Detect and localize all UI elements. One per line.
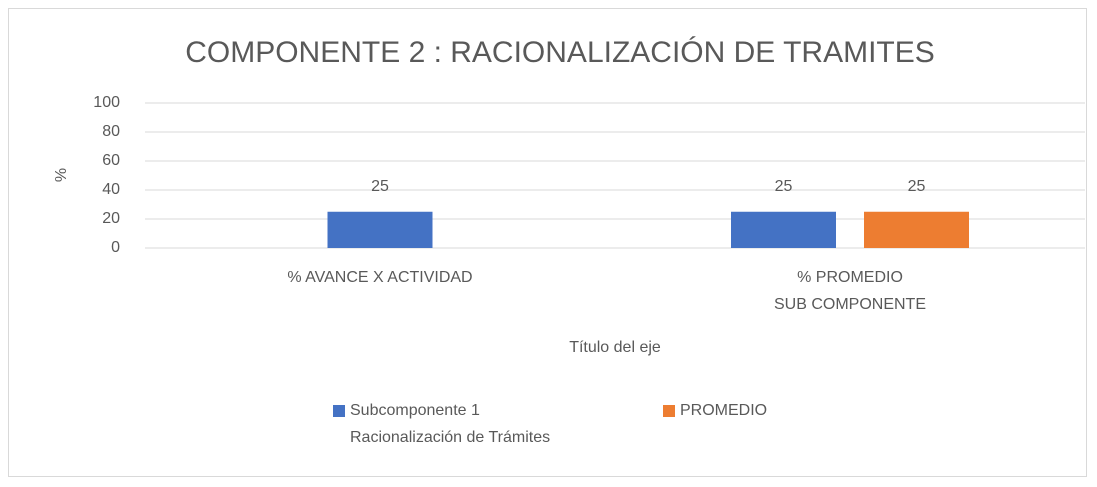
y-tick-label: 60 xyxy=(102,152,120,169)
y-tick-label: 80 xyxy=(102,123,120,140)
data-label: 25 xyxy=(371,178,389,195)
y-tick-label: 20 xyxy=(102,210,120,227)
y-tick-label: 0 xyxy=(111,239,120,256)
data-label: 25 xyxy=(908,178,926,195)
legend-label: Subcomponente 1 Racionalización de Trámi… xyxy=(350,402,551,446)
legend-swatch xyxy=(333,405,345,417)
x-tick-label: % PROMEDIO SUB COMPONENTE xyxy=(773,269,926,313)
legend-label: PROMEDIO xyxy=(680,402,768,419)
legend-swatch xyxy=(663,405,675,417)
chart-border xyxy=(8,8,1087,477)
bar xyxy=(731,211,836,248)
y-axis-title: % xyxy=(53,168,70,182)
data-label: 25 xyxy=(775,178,793,195)
y-tick-label: 40 xyxy=(102,181,120,198)
y-tick-label: 100 xyxy=(93,94,120,111)
chart-title: COMPONENTE 2 : RACIONALIZACIÓN DE TRAMIT… xyxy=(185,36,935,69)
bar xyxy=(327,211,433,248)
bar xyxy=(864,211,969,248)
x-tick-label: % AVANCE X ACTIVIDAD xyxy=(287,269,473,286)
x-axis-title: Título del eje xyxy=(569,339,661,356)
